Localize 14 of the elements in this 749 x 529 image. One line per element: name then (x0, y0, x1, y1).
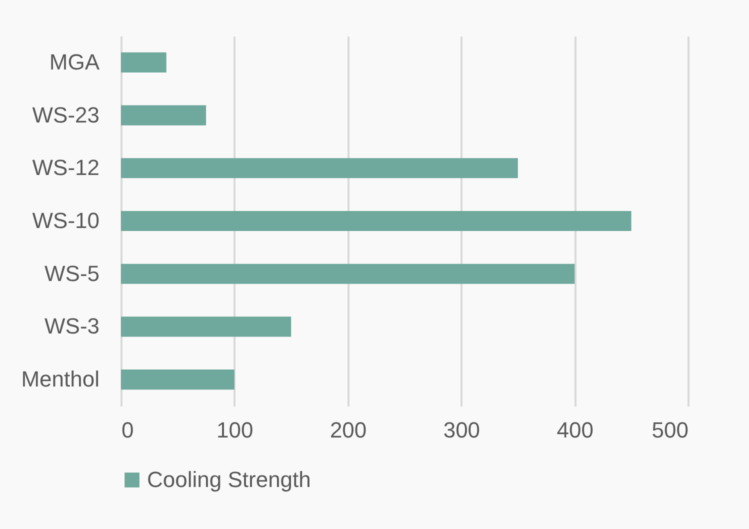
y-tick-label: WS-5 (44, 260, 100, 286)
x-tick-label: 100 (216, 418, 254, 442)
legend-label: Cooling Strength (147, 467, 311, 492)
y-tick-label: MGA (49, 49, 100, 74)
x-tick-label: 300 (443, 418, 480, 442)
y-tick-label: WS-10 (32, 208, 100, 233)
x-tick-label: 200 (330, 418, 367, 442)
x-tick-label: 500 (652, 418, 688, 442)
x-tick-label: 400 (556, 418, 594, 442)
y-tick-label: WS-23 (32, 102, 100, 128)
y-tick-label: WS-12 (32, 155, 100, 180)
x-tick-label: 0 (122, 418, 134, 442)
y-tick-label: Menthol (21, 366, 100, 392)
y-tick-label: WS-3 (44, 314, 100, 339)
